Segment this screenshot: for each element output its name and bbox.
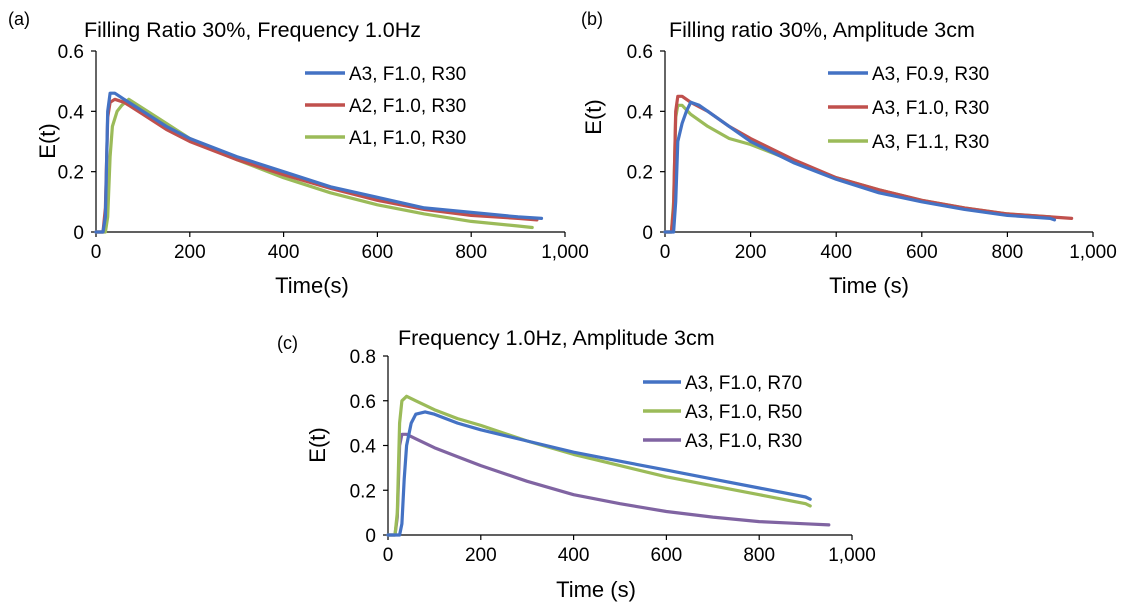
x-axis-title: Time (s) [556,577,636,602]
x-tick-label: 1,000 [541,242,589,263]
series-line-2 [386,394,812,537]
legend-label: A3, F1.0, R70 [685,373,802,394]
chart-title: Filling ratio 30%, Amplitude 3cm [669,18,975,42]
y-axis-title: E(t) [305,427,330,462]
x-tick-label: 1,000 [828,545,876,566]
legend-label: A3, F1.0, R30 [685,431,802,452]
legend-label: A3, F0.9, R30 [872,64,989,85]
chart-panel-a: (a) Filling Ratio 30%, Frequency 1.0Hz 0 20… [8,9,589,298]
legend-label: A3, F1.0, R50 [685,402,802,423]
chart-panel-c: (c) Frequency 1.0Hz, Amplitude 3cm 0 200 400… [277,326,876,602]
x-axis-title: Time(s) [275,273,349,298]
y-tick-label: 0 [642,223,653,244]
y-tick-label: 0.2 [627,163,653,184]
x-tick-label: 200 [735,242,767,263]
x-tick-label: 200 [465,545,497,566]
y-tick-label: 0 [365,526,376,547]
x-tick-label: 800 [992,242,1024,263]
y-tick-label: 0.2 [350,481,376,502]
y-tick-label: 0.4 [627,102,654,123]
x-tick-label: 600 [651,545,683,566]
y-tick-label: 0.2 [58,163,84,184]
legend: A3, F1.0, R30 A2, F1.0, R30 A1, F1.0, R30 [305,64,466,149]
legend: A3, F0.9, R30 A3, F1.0, R30 A3, F1.1, R30 [828,64,989,153]
y-tick-label: 0.6 [627,42,653,63]
series-line-1 [663,100,1057,234]
series-line-1 [94,91,544,234]
y-tick-label: 0.4 [350,437,377,458]
chart-panel-b: (b) Filling ratio 30%, Amplitude 3cm 0 200 4… [581,9,1117,298]
legend-label: A3, F1.1, R30 [872,132,989,153]
x-tick-label: 600 [362,242,394,263]
x-tick-label: 400 [268,242,300,263]
legend: A3, F1.0, R70 A3, F1.0, R50 A3, F1.0, R30 [643,373,802,452]
legend-label: A3, F1.0, R30 [349,64,466,85]
y-tick-label: 0.4 [58,102,85,123]
legend-label: A2, F1.0, R30 [349,96,466,117]
panel-label: (a) [8,9,30,29]
legend-label: A1, F1.0, R30 [349,128,466,149]
legend-label: A3, F1.0, R30 [872,98,989,119]
series-line-2 [663,94,1074,234]
y-tick-label: 0.6 [350,392,376,413]
panel-label: (c) [277,333,298,353]
x-tick-label: 800 [455,242,487,263]
y-axis-title: E(t) [35,123,60,158]
chart-title: Filling Ratio 30%, Frequency 1.0Hz [84,18,421,42]
y-axis-title: E(t) [581,99,606,134]
series-line-3 [94,97,534,234]
x-tick-label: 0 [660,242,671,263]
y-tick-label: 0.6 [58,42,84,63]
y-tick-label: 0.8 [350,347,376,368]
x-tick-label: 400 [558,545,590,566]
x-tick-label: 0 [91,242,102,263]
series-line-1 [386,410,812,537]
x-tick-label: 600 [906,242,938,263]
panel-label: (b) [581,9,603,29]
x-tick-label: 1,000 [1069,242,1117,263]
x-axis-title: Time (s) [829,273,909,298]
x-tick-label: 800 [743,545,775,566]
x-tick-label: 200 [174,242,206,263]
x-tick-label: 400 [820,242,852,263]
y-tick-label: 0 [73,223,84,244]
chart-title: Frequency 1.0Hz, Amplitude 3cm [398,326,715,350]
x-tick-label: 0 [383,545,394,566]
